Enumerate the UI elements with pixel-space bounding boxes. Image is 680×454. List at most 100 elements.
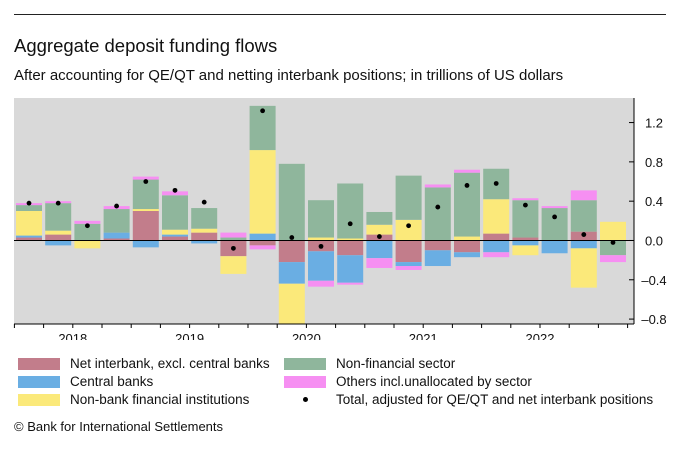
bar-segment-central_banks-2020Q4	[337, 255, 364, 283]
bar-segment-nonfinancial-2021Q4	[454, 172, 480, 237]
bar-segment-others-2023Q1	[600, 255, 626, 263]
total-dot-2018Q3	[85, 223, 90, 229]
stacked-bar-chart: –0.8 –0.4 0.0 0.4 0.8 1.2 2018 2019 2020 2021 2022	[13, 98, 667, 340]
y-tick-label: –0.8	[641, 312, 666, 327]
bar-segment-nonbank_fi-2020Q1	[249, 150, 276, 234]
bar-segment-net_interbank-2019Q1	[132, 211, 159, 241]
total-dot-2021Q4	[464, 183, 470, 188]
bar-segment-nonbank_fi-2021Q2	[395, 219, 422, 241]
bar-segment-nonbank_fi-2020Q2	[278, 283, 305, 324]
bar-segment-central_banks-2021Q1	[366, 240, 393, 259]
bar-segment-net_interbank-2018Q4	[103, 238, 130, 241]
source-credit: © Bank for International Settlements	[14, 419, 224, 434]
legend-swatch-others	[284, 375, 326, 388]
total-dot-2022Q1	[493, 181, 499, 186]
bar-segment-net_interbank-2018Q2	[45, 234, 72, 241]
bar-segment-others-2022Q3	[541, 206, 568, 209]
bar-segment-nonfinancial-2021Q1	[366, 211, 393, 225]
bar-segment-central_banks-2019Q1	[132, 240, 159, 248]
bar-segment-others-2021Q2	[395, 266, 422, 270]
y-tick-label: –0.4	[641, 273, 666, 288]
bar-segment-central_banks-2019Q2	[162, 234, 188, 237]
total-dot-2021Q1	[377, 234, 382, 239]
legend-item-total: Total, adjusted for QE/QT and net interb…	[284, 392, 653, 407]
legend-item-net-interbank: Net interbank, excl. central banks	[18, 356, 270, 371]
bar-segment-nonbank_fi-2018Q3	[74, 240, 101, 249]
bar-segment-central_banks-2020Q1	[249, 233, 276, 241]
total-dot-2019Q3	[201, 199, 207, 205]
total-dot-2022Q4	[581, 232, 587, 237]
bar-segment-nonbank_fi-2018Q2	[45, 230, 72, 235]
legend-swatch-nonfinancial	[284, 357, 326, 370]
bar-segment-nonbank_fi-2022Q4	[570, 248, 597, 288]
bar-segment-others-2021Q1	[366, 258, 393, 268]
total-dot-2020Q3	[318, 243, 324, 249]
total-dot-2018Q4	[114, 203, 119, 209]
total-dot-2019Q4	[231, 245, 236, 251]
legend-label-total: Total, adjusted for QE/QT and net interb…	[336, 392, 654, 407]
bar-segment-central_banks-2022Q4	[570, 240, 597, 249]
bar-segment-nonfinancial-2019Q3	[191, 208, 218, 229]
bar-segment-nonbank_fi-2022Q2	[512, 245, 539, 256]
total-dot-2018Q2	[55, 200, 61, 206]
x-year-label-2021: 2021	[409, 331, 438, 340]
y-tick-label: 0.0	[645, 233, 663, 248]
bar-segment-others-2019Q2	[162, 191, 188, 196]
bar-segment-net_interbank-2020Q2	[278, 240, 305, 263]
top-rule	[14, 14, 666, 15]
total-dot-2019Q2	[172, 187, 178, 193]
total-dot-2019Q1	[143, 179, 149, 184]
bar-segment-central_banks-2020Q3	[308, 251, 334, 281]
bar-segment-net_interbank-2022Q2	[512, 237, 539, 241]
bar-segment-nonbank_fi-2019Q4	[220, 256, 247, 274]
bar-segment-others-2021Q3	[424, 184, 451, 188]
bar-segment-central_banks-2021Q2	[395, 262, 422, 267]
bar-segment-nonfinancial-2018Q3	[74, 223, 101, 241]
legend-swatch-nonbank	[18, 393, 60, 406]
legend-label-central-banks: Central banks	[70, 374, 154, 389]
x-year-label-2020: 2020	[292, 331, 321, 340]
bar-segment-others-2021Q4	[454, 169, 480, 173]
bar-segment-nonbank_fi-2022Q1	[483, 199, 510, 234]
bar-segment-nonfinancial-2021Q3	[424, 187, 451, 241]
bar-segment-nonfinancial-2022Q3	[541, 208, 568, 241]
bar-segment-central_banks-2021Q4	[454, 252, 480, 258]
bar-segment-others-2019Q4	[220, 232, 247, 238]
bar-segment-net_interbank-2019Q2	[162, 236, 188, 241]
total-dot-2020Q1	[260, 108, 265, 114]
bar-segment-net_interbank-2020Q4	[337, 240, 364, 256]
legend-item-central-banks: Central banks	[18, 374, 153, 389]
y-tick-label: 1.2	[645, 116, 663, 131]
x-year-label-2018: 2018	[58, 331, 87, 340]
bar-segment-nonfinancial-2018Q1	[16, 205, 42, 211]
bar-segment-net_interbank-2019Q3	[191, 232, 218, 241]
bar-segment-net_interbank-2022Q1	[483, 233, 510, 241]
bar-segment-central_banks-2018Q2	[45, 240, 72, 246]
bar-segment-nonbank_fi-2019Q3	[191, 228, 218, 233]
bar-segment-nonbank_fi-2019Q1	[132, 209, 159, 211]
bar-segment-central_banks-2022Q1	[483, 240, 510, 253]
y-tick-label: 0.4	[645, 194, 663, 209]
bar-segment-others-2019Q1	[132, 176, 159, 180]
bar-segment-nonbank_fi-2018Q1	[16, 211, 42, 236]
legend-item-others: Others incl.unallocated by sector	[284, 374, 532, 389]
bar-segment-nonfinancial-2018Q2	[45, 203, 72, 231]
bar-segment-net_interbank-2021Q2	[395, 240, 422, 263]
bar-segment-nonfinancial-2020Q2	[278, 163, 305, 241]
bar-segment-nonfinancial-2020Q1	[249, 105, 276, 151]
bar-segment-central_banks-2022Q3	[541, 240, 568, 254]
bar-segment-nonfinancial-2023Q1	[600, 240, 626, 256]
bar-segment-nonfinancial-2019Q2	[162, 195, 188, 230]
legend-label-others: Others incl.unallocated by sector	[336, 374, 532, 389]
total-dot-2023Q1	[610, 240, 616, 245]
total-dot-2020Q4	[347, 221, 353, 227]
bar-segment-nonfinancial-2019Q1	[132, 179, 159, 210]
bar-segment-others-2020Q3	[308, 280, 334, 287]
bar-segment-others-2020Q4	[337, 282, 364, 285]
bar-segment-nonfinancial-2021Q2	[395, 175, 422, 220]
bar-segment-central_banks-2018Q1	[16, 235, 42, 238]
legend-label-net-interbank: Net interbank, excl. central banks	[70, 356, 270, 371]
bar-segment-nonfinancial-2020Q4	[337, 183, 364, 239]
bar-segment-others-2018Q3	[74, 220, 101, 224]
chart-subtitle: After accounting for QE/QT and netting i…	[14, 67, 564, 84]
